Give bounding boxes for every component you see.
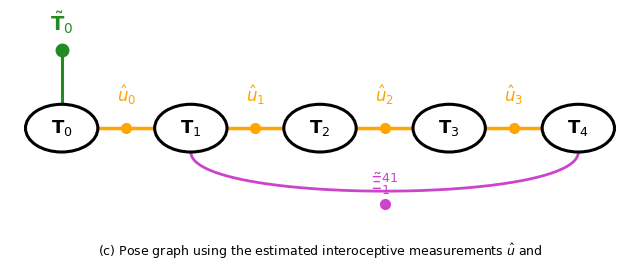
- Text: $\mathbf{T}_2$: $\mathbf{T}_2$: [309, 118, 331, 138]
- Text: $\mathbf{T}_4$: $\mathbf{T}_4$: [568, 118, 589, 138]
- Ellipse shape: [542, 104, 614, 152]
- Text: (c) Pose graph using the estimated interoceptive measurements $\hat{u}$ and: (c) Pose graph using the estimated inter…: [98, 241, 542, 261]
- Ellipse shape: [26, 104, 98, 152]
- Text: $\tilde{\mathbf{T}}_0$: $\tilde{\mathbf{T}}_0$: [50, 10, 74, 37]
- Text: $\hat{u}_{2}$: $\hat{u}_{2}$: [375, 84, 394, 107]
- Ellipse shape: [413, 104, 485, 152]
- Text: $\mathbf{T}_0$: $\mathbf{T}_0$: [51, 118, 72, 138]
- Text: $\mathbf{T}_3$: $\mathbf{T}_3$: [438, 118, 460, 138]
- Text: $\hat{u}_{0}$: $\hat{u}_{0}$: [116, 84, 136, 107]
- Ellipse shape: [284, 104, 356, 152]
- Text: $\hat{u}_{1}$: $\hat{u}_{1}$: [246, 84, 265, 107]
- Ellipse shape: [155, 104, 227, 152]
- Text: $\tilde{\Xi}_1^{41}$: $\tilde{\Xi}_1^{41}$: [371, 171, 399, 198]
- Text: $\mathbf{T}_1$: $\mathbf{T}_1$: [180, 118, 202, 138]
- Text: $\hat{u}_{3}$: $\hat{u}_{3}$: [504, 84, 524, 107]
